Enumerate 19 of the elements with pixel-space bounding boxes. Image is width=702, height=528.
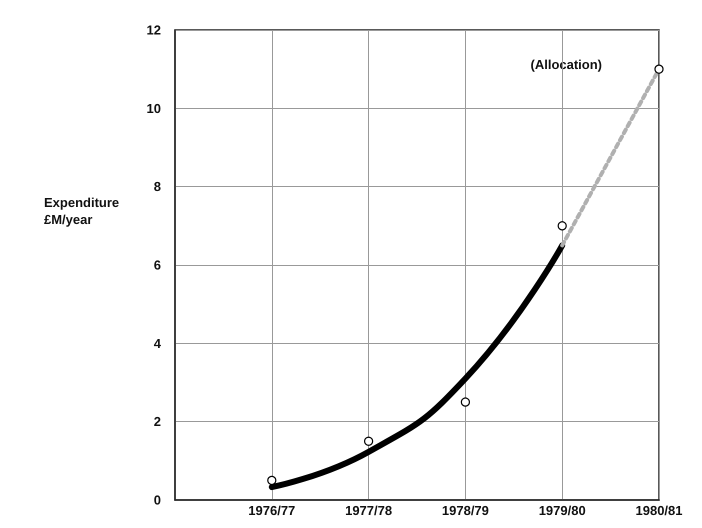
x-tick-label: 1976/77: [248, 503, 296, 518]
y-tick-label: 8: [154, 179, 161, 194]
point: [460, 397, 470, 407]
point: [558, 221, 567, 230]
y-tick-label: 6: [154, 258, 161, 272]
y-tick-label: 0: [154, 492, 161, 508]
point: [364, 436, 374, 446]
point: [267, 476, 276, 486]
x-tick-label: 1978/79: [442, 503, 489, 518]
y-tick-label: 12: [146, 22, 161, 38]
x-tick-label: 1980/81: [636, 503, 682, 518]
y-tick-label: 4: [154, 336, 162, 351]
x-tick-label: 1979/80: [538, 503, 586, 518]
x-tick-label: 1977/78: [345, 503, 392, 518]
annotation: (Allocation): [530, 57, 602, 72]
point: [654, 64, 664, 74]
y-tick-label: 2: [154, 414, 161, 430]
y-tick-label: 10: [146, 100, 161, 116]
y-axis-title: Expenditure £M/year: [44, 195, 123, 227]
